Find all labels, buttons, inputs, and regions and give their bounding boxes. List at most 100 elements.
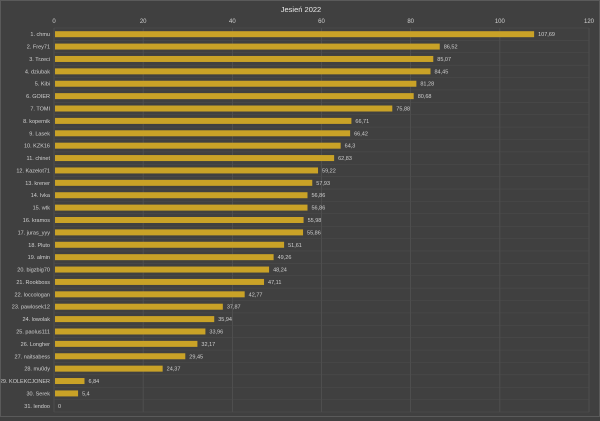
category-label: 5. Kibi [35, 82, 50, 88]
bar [55, 192, 308, 199]
bar [55, 117, 352, 124]
bar [55, 328, 206, 335]
x-tick-label: 60 [318, 19, 325, 25]
bar [55, 353, 186, 360]
category-label: 20. bigzbig70 [17, 268, 50, 274]
data-label: 51,61 [288, 243, 302, 249]
data-label: 81,28 [420, 82, 434, 88]
category-label: 21. Rookboss [16, 280, 50, 286]
data-label: 47,11 [268, 280, 281, 286]
category-label: 7. TOMI [30, 107, 50, 113]
category-label: 19. almin [28, 255, 50, 261]
category-label: 22. loccologan [15, 292, 50, 298]
category-label: 25. paolus111 [16, 329, 50, 335]
data-label: 62,83 [338, 156, 352, 162]
bar [55, 204, 308, 211]
category-label: 27. naitsabess [15, 354, 51, 360]
category-label: 17. juras_yyy [18, 230, 51, 236]
bar [55, 241, 285, 248]
bar [55, 291, 245, 298]
data-label: 42,77 [249, 292, 263, 298]
bar [55, 68, 431, 75]
category-label: 10. KZK16 [24, 144, 50, 150]
data-label: 6,84 [88, 379, 99, 385]
bar [55, 130, 351, 137]
category-label: 1. chmu [30, 32, 50, 38]
bar [55, 179, 313, 186]
bar [55, 55, 434, 62]
category-label: 8. kopernik [23, 119, 50, 125]
bar [55, 316, 215, 323]
category-label: 30. Serek [26, 391, 50, 397]
bar [55, 378, 85, 385]
data-label: 5,4 [82, 391, 90, 397]
chart-title: Jesień 2022 [281, 5, 321, 14]
x-tick-label: 0 [52, 19, 56, 25]
category-label: 14. Ivka [31, 193, 51, 199]
data-label: 37,87 [227, 305, 241, 311]
data-label: 66,71 [355, 119, 369, 125]
x-tick-label: 100 [495, 19, 506, 25]
category-label: 2. Frey71 [27, 45, 50, 51]
data-label: 49,26 [278, 255, 292, 261]
bar [55, 43, 440, 50]
bar [55, 31, 535, 38]
bar [55, 80, 417, 87]
category-label: 9. Lasek [29, 131, 50, 137]
data-label: 59,22 [322, 168, 336, 174]
bar [55, 365, 163, 372]
bar [55, 340, 198, 347]
bar [55, 229, 304, 236]
bar [55, 142, 341, 149]
category-label: 3. Trzeci [29, 57, 50, 63]
category-label: 4. dziubak [25, 69, 50, 75]
data-label: 56,86 [312, 193, 326, 199]
bar [55, 390, 79, 397]
category-label: 15. wtk [33, 206, 51, 212]
data-label: 107,69 [538, 32, 555, 38]
category-label: 13. krener [25, 181, 50, 187]
data-label: 55,86 [307, 230, 321, 236]
data-label: 0 [58, 404, 61, 410]
data-label: 66,42 [354, 131, 368, 137]
bar [55, 217, 304, 223]
category-label: 16. kramos [23, 218, 50, 224]
bar [55, 278, 265, 285]
category-label: 12. Kazelot71 [16, 168, 50, 174]
data-label: 80,68 [418, 94, 432, 100]
data-label: 86,52 [444, 45, 458, 51]
category-label: 31. lendoo [24, 404, 50, 410]
x-tick-label: 120 [584, 19, 595, 25]
bar [55, 93, 414, 100]
category-label: 18. Pluto [28, 243, 50, 249]
data-label: 85,07 [437, 57, 451, 63]
bar [55, 254, 274, 261]
bar [55, 155, 335, 162]
category-label: 11. chinet [27, 156, 51, 162]
data-label: 33,96 [209, 329, 223, 335]
category-label: 28. mu0dy [24, 367, 50, 373]
data-label: 84,45 [435, 69, 449, 75]
data-label: 55,98 [308, 218, 322, 224]
data-label: 24,37 [167, 367, 181, 373]
bar [55, 105, 393, 112]
bar [55, 266, 270, 273]
data-label: 64,3 [345, 144, 356, 150]
bar [55, 303, 223, 310]
data-label: 32,17 [201, 342, 215, 348]
bar [55, 167, 319, 174]
data-label: 75,88 [396, 107, 410, 113]
data-label: 35,94 [218, 317, 232, 323]
category-label: 29. KOLEKCJONER [1, 379, 50, 385]
x-tick-label: 40 [229, 19, 236, 25]
category-label: 24. lowolak [22, 317, 50, 323]
data-label: 56,86 [312, 206, 326, 212]
category-label: 6. GOIER [26, 94, 50, 100]
data-label: 48,24 [273, 268, 287, 274]
data-label: 29,45 [189, 354, 203, 360]
x-tick-label: 20 [140, 19, 147, 25]
x-tick-label: 80 [407, 19, 414, 25]
data-label: 57,93 [316, 181, 330, 187]
